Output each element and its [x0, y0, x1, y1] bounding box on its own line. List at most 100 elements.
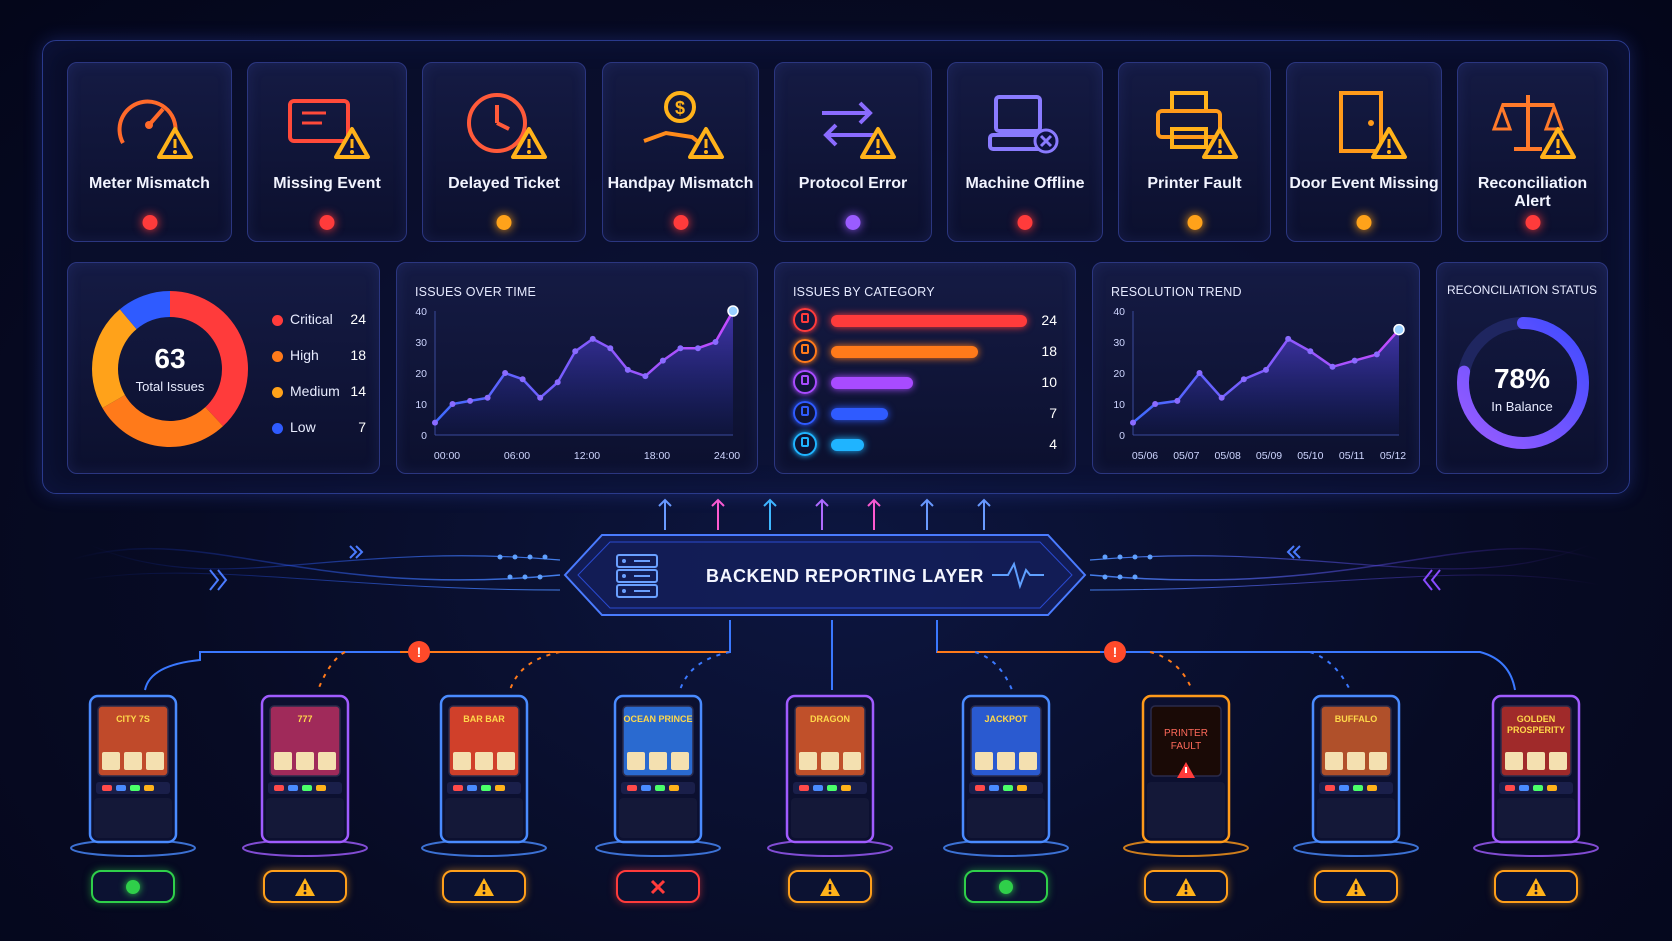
machine-screen-title: DRAGON	[810, 714, 850, 724]
alert-card-meter-mismatch[interactable]: Meter Mismatch	[67, 62, 232, 242]
data-point	[1263, 366, 1269, 373]
alert-card-missing-event[interactable]: Missing Event	[247, 62, 407, 242]
status-dot	[1356, 215, 1372, 230]
severity-card[interactable]: 63 Total Issues Critical 24 High 18 Medium 14…	[67, 262, 380, 474]
y-tick-label: 20	[415, 368, 427, 380]
legend-label: Low	[290, 419, 316, 435]
data-point	[1174, 397, 1181, 404]
donut-slice-high	[102, 395, 224, 447]
status-warning-icon	[820, 877, 840, 896]
status-dot	[673, 215, 688, 230]
data-point	[467, 397, 474, 404]
x-tick-label: 05/09	[1256, 450, 1282, 462]
slot-machine-graphic	[595, 694, 721, 857]
x-tick-label: 12:00	[574, 450, 600, 462]
machine-status-badge	[91, 870, 175, 903]
resolution-trend-card[interactable]: RESOLUTION TREND 0 10 20 30 40 05/06 05/07 05/0…	[1092, 262, 1420, 474]
slot-machine[interactable]: OCEAN PRINCE	[593, 688, 723, 860]
slot-machine[interactable]: BAR BAR	[419, 688, 549, 860]
status-dot	[142, 215, 157, 230]
resolution-trend-chart: 0 10 20 30 40 05/06 05/07 05/08 05/09 05/10 05/11 0…	[1113, 306, 1406, 462]
issues-over-time-title: ISSUES OVER TIME	[415, 285, 537, 299]
data-point	[1196, 370, 1203, 376]
backend-reporting-layer[interactable]: BACKEND REPORTING LAYER	[562, 532, 1088, 618]
alert-label: Protocol Error	[798, 175, 908, 192]
door-warning-icon	[1339, 91, 1407, 159]
slot-machine[interactable]: 777	[240, 688, 370, 860]
data-point	[694, 345, 701, 352]
data-point	[572, 348, 579, 355]
alert-shield-icon	[793, 401, 817, 425]
data-point	[502, 370, 509, 376]
data-point	[1373, 351, 1380, 358]
issues-by-category-card[interactable]: ISSUES BY CATEGORY 24 18 10 7 4	[774, 262, 1076, 474]
machine-screen-title: BUFFALO	[1334, 714, 1378, 724]
machine-status-badge	[442, 870, 526, 903]
data-point	[642, 373, 649, 380]
machine-screen-title: OCEAN PRINCE	[623, 714, 693, 724]
issues-by-category-title: ISSUES BY CATEGORY	[793, 285, 935, 299]
status-dot	[1525, 215, 1540, 230]
alert-label: Machine Offline	[965, 175, 1085, 192]
machine-status-badge	[1314, 870, 1398, 903]
status-ok-icon	[126, 879, 140, 894]
legend-dot	[272, 351, 283, 362]
data-point	[1218, 394, 1225, 401]
alert-label: Door Event Missing	[1289, 175, 1439, 192]
slot-machine[interactable]: GOLDEN PROSPERITY	[1471, 688, 1601, 860]
x-tick-label: 06:00	[504, 450, 530, 462]
machine-status-badge	[788, 870, 872, 903]
alert-card-delayed-ticket[interactable]: Delayed Ticket	[422, 62, 586, 242]
category-bar-value: 10	[1041, 374, 1057, 390]
legend-dot	[272, 387, 283, 398]
data-point	[727, 305, 739, 317]
y-tick-label: 10	[415, 399, 427, 411]
data-point	[659, 357, 666, 364]
alert-person-icon	[793, 308, 817, 332]
pulse-icon	[992, 561, 1044, 590]
data-point	[624, 366, 631, 373]
alert-card-machine-offline[interactable]: Machine Offline	[947, 62, 1103, 242]
machine-status-badge	[616, 870, 700, 903]
fault-screen-line1: PRINTER	[1164, 728, 1208, 739]
category-bar	[831, 439, 864, 451]
status-dot	[1187, 215, 1202, 230]
category-bar	[831, 315, 1027, 327]
slot-machine[interactable]: PRINTER FAULT	[1121, 688, 1251, 860]
slot-machine[interactable]: DRAGON	[765, 688, 895, 860]
alert-screen-icon	[793, 432, 817, 456]
data-point	[1285, 335, 1292, 342]
alert-card-handpay-mismatch[interactable]: $ Handpay Mismatch	[602, 62, 759, 242]
slot-machine[interactable]: JACKPOT	[941, 688, 1071, 860]
scales-warning-icon	[1491, 95, 1576, 159]
gauge-warning-icon	[117, 99, 193, 159]
slot-machine-graphic	[1293, 694, 1419, 857]
legend-value: 18	[350, 347, 366, 363]
status-dot	[496, 215, 512, 230]
x-tick-label: 05/08	[1215, 450, 1241, 462]
machine-status-badge	[1494, 870, 1578, 903]
donut-slice-critical	[170, 291, 248, 427]
legend-item-medium: Medium 14	[272, 382, 366, 402]
machine-screen-title: GOLDEN PROSPERITY	[1506, 714, 1565, 735]
svg-text:$: $	[674, 98, 684, 118]
alert-card-door-event-missing[interactable]: Door Event Missing	[1286, 62, 1442, 242]
x-tick-label: 00:00	[434, 450, 460, 462]
legend-label: Medium	[290, 383, 340, 399]
donut-slice-low	[119, 291, 170, 330]
alert-card-printer-fault[interactable]: Printer Fault	[1118, 62, 1271, 242]
category-bar-value: 7	[1049, 405, 1057, 421]
alert-card-reconciliation-alert[interactable]: Reconciliation Alert	[1457, 62, 1608, 242]
x-tick-label: 18:00	[644, 450, 670, 462]
slot-machine[interactable]: CITY 7S	[68, 688, 198, 860]
ticket-warning-icon	[288, 99, 370, 159]
status-warning-icon	[1176, 877, 1196, 896]
issues-over-time-card[interactable]: ISSUES OVER TIME 0 10 20 30 40 00:00 06:00 12:0…	[396, 262, 758, 474]
slot-machine[interactable]: BUFFALO	[1291, 688, 1421, 860]
category-bar	[831, 408, 889, 420]
machine-screen-title: JACKPOT	[984, 714, 1028, 724]
reconciliation-card[interactable]: RECONCILIATION STATUS 78% In Balance	[1436, 262, 1608, 474]
alert-card-protocol-error[interactable]: Protocol Error	[774, 62, 932, 242]
machine-screen-title: 777	[297, 714, 313, 724]
data-point	[1307, 348, 1314, 355]
